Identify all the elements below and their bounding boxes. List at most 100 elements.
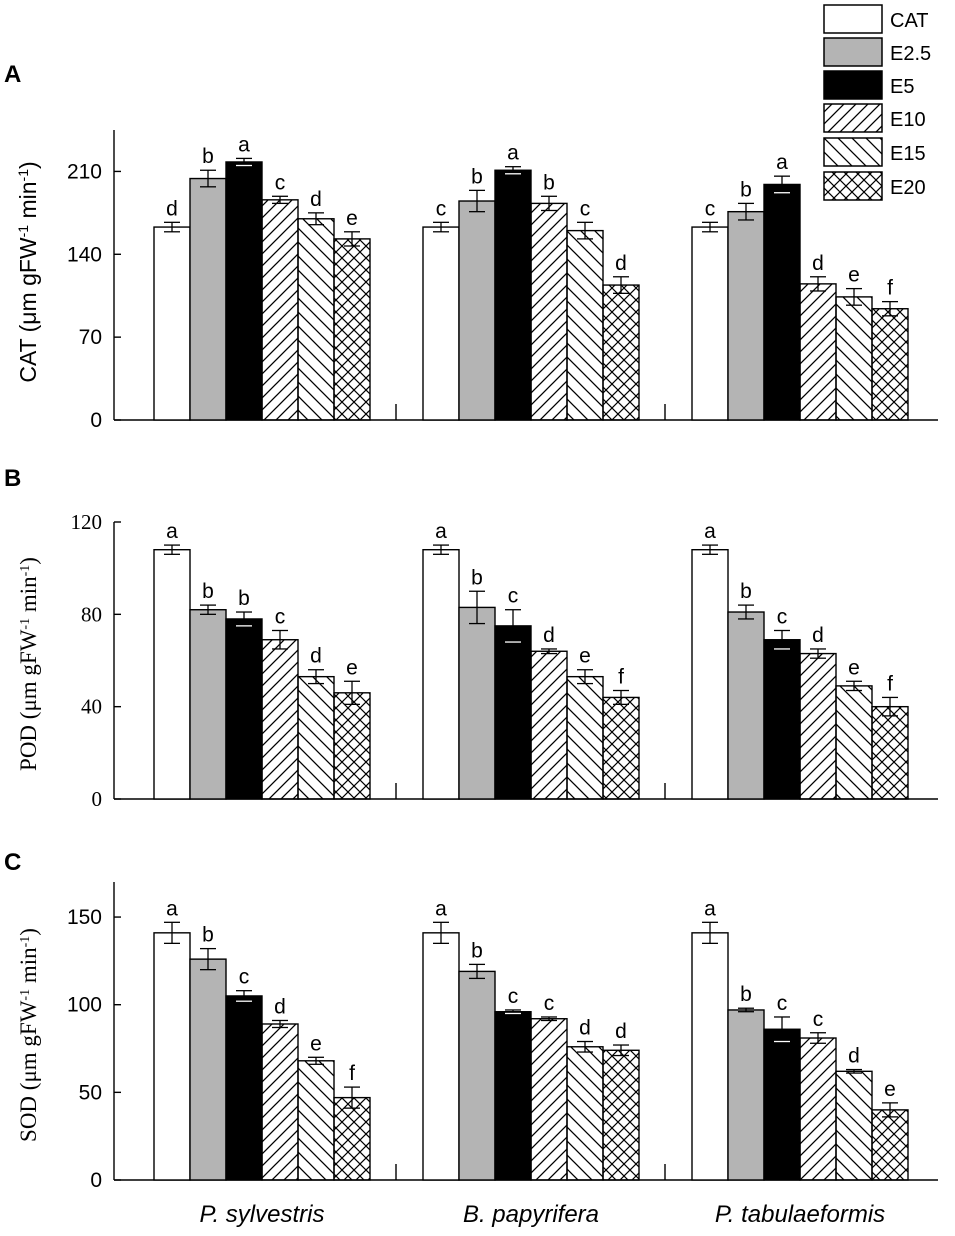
bar-b-p-tabulaeformis-e15 <box>835 685 873 800</box>
sig-letter-a-p-tabulaeformis-e20: f <box>887 277 893 300</box>
y-axis-title-sod: SOD (μm gFW-1 min-1) <box>16 928 41 1142</box>
legend-item-e15: E15 <box>823 137 926 167</box>
y-title-sod-main: SOD (μm gFW <box>16 1000 41 1142</box>
y-tick-label-c-150: 150 <box>67 906 102 929</box>
panel-label-b: B <box>4 465 21 492</box>
sig-letter-b-p-sylvestris-cat: a <box>166 520 178 543</box>
bar-c-b-papyrifera-e20 <box>602 1049 640 1181</box>
sig-letter-c-p-sylvestris-e2-5: b <box>202 924 214 947</box>
sig-letter-c-p-sylvestris-cat: a <box>166 897 178 920</box>
legend-swatch-e20 <box>823 171 883 201</box>
sig-letter-a-p-sylvestris-e15: d <box>310 188 322 211</box>
legend-swatch-e15 <box>823 137 883 167</box>
sig-letter-a-b-papyrifera-e10: b <box>543 171 555 194</box>
bar-c-p-tabulaeformis-e15 <box>835 1070 873 1181</box>
y-title-cat-mid: min <box>15 181 41 224</box>
bar-a-p-sylvestris-e20 <box>333 238 371 421</box>
group-label-p-sylvestris: P. sylvestris <box>200 1201 325 1228</box>
bar-a-b-papyrifera-e15 <box>566 229 604 421</box>
bar-b-p-tabulaeformis-e2-5 <box>727 611 765 800</box>
sig-letter-c-b-papyrifera-e15: d <box>579 1017 591 1040</box>
legend-item-e10: E10 <box>823 103 926 133</box>
y-axis-title-cat: CAT (μm gFW-1 min-1) <box>15 161 41 382</box>
sig-letter-b-p-sylvestris-e5: b <box>238 587 250 610</box>
legend-item-e2-5: E2.5 <box>823 37 931 67</box>
y-title-sod-sup2: -1 <box>18 936 33 948</box>
y-axis-title-pod: POD (μm gFW-1 min-1) <box>16 557 41 771</box>
bar-a-p-sylvestris-e10 <box>261 199 299 421</box>
legend-swatch-e2-5 <box>823 37 883 67</box>
sig-letter-b-b-papyrifera-e20: f <box>618 666 624 689</box>
legend-item-e5: E5 <box>823 70 914 100</box>
sig-letter-b-p-tabulaeformis-e15: e <box>848 656 860 679</box>
y-tick-label-c-50: 50 <box>79 1081 102 1104</box>
sig-letter-b-p-tabulaeformis-cat: a <box>704 520 716 543</box>
bar-c-b-papyrifera-e5 <box>494 1011 532 1181</box>
bar-b-b-papyrifera-e10 <box>530 650 568 800</box>
y-tick-label-c-100: 100 <box>67 994 102 1017</box>
bar-c-p-sylvestris-e2-5 <box>189 958 227 1181</box>
y-tick-label-a-210: 210 <box>67 160 102 183</box>
y-title-pod-sup2: -1 <box>18 565 33 577</box>
bar-a-p-tabulaeformis-e15 <box>835 296 873 421</box>
bar-a-p-tabulaeformis-e10 <box>799 283 837 421</box>
panel-c: 0 50 100 150 a a a b b b c c c d c c e d d f d e <box>67 882 938 1192</box>
sig-letter-c-b-papyrifera-cat: a <box>435 897 447 920</box>
legend: CAT E2.5 E5 E10 E15 E20 <box>823 4 931 201</box>
bar-a-b-papyrifera-e2-5 <box>458 200 496 421</box>
plot-area: 0 70 140 210 d c c b b b a a a c b d d c e e d f 0 40 80 120 a a a b b… <box>67 130 938 1192</box>
bar-c-b-papyrifera-e15 <box>566 1046 604 1181</box>
y-title-pod-sup1: -1 <box>18 618 33 630</box>
bar-a-b-papyrifera-e20 <box>602 284 640 421</box>
y-title-pod-end: ) <box>16 557 41 565</box>
y-tick-label-b-0: 0 <box>92 787 103 811</box>
bar-c-b-papyrifera-e2-5 <box>458 970 496 1181</box>
y-tick-label-a-0: 0 <box>90 409 102 432</box>
sig-letter-c-p-tabulaeformis-e2-5: b <box>740 983 752 1006</box>
sig-letter-b-b-papyrifera-e10: d <box>543 624 555 647</box>
sig-letter-b-b-papyrifera-e15: e <box>579 645 591 668</box>
y-tick-label-b-40: 40 <box>81 695 102 719</box>
sig-letter-c-p-sylvestris-e15: e <box>310 1032 322 1055</box>
bar-c-p-tabulaeformis-e5 <box>763 1028 801 1181</box>
bar-b-p-tabulaeformis-cat <box>691 549 729 800</box>
group-label-p-tabulaeformis: P. tabulaeformis <box>715 1201 885 1228</box>
sig-letter-c-p-sylvestris-e10: d <box>274 995 286 1018</box>
y-title-sod-sup1: -1 <box>18 989 33 1001</box>
bar-b-p-tabulaeformis-e20 <box>871 705 909 800</box>
bar-b-b-papyrifera-cat <box>422 549 460 800</box>
sig-letter-c-p-tabulaeformis-e5: c <box>777 992 788 1015</box>
y-title-cat-sup1: -1 <box>15 225 31 238</box>
group-label-b-papyrifera: B. papyrifera <box>463 1201 599 1228</box>
sig-letter-b-p-sylvestris-e10: c <box>275 605 286 628</box>
sig-letter-a-b-papyrifera-e15: c <box>580 197 591 220</box>
bar-c-b-papyrifera-e10 <box>530 1018 568 1181</box>
y-title-sod-mid: min <box>16 947 41 989</box>
bar-b-b-papyrifera-e20 <box>602 696 640 800</box>
sig-letter-c-b-papyrifera-e5: c <box>508 985 519 1008</box>
sig-letter-a-b-papyrifera-e2-5: b <box>471 165 483 188</box>
y-tick-label-b-120: 120 <box>71 510 103 534</box>
legend-label-e20: E20 <box>890 177 926 199</box>
sig-letter-b-b-papyrifera-cat: a <box>435 520 447 543</box>
legend-swatch-e5 <box>823 70 883 100</box>
sig-letter-a-p-tabulaeformis-e10: d <box>812 252 824 275</box>
sig-letter-c-p-tabulaeformis-e15: d <box>848 1045 860 1068</box>
sig-letter-b-b-papyrifera-e2-5: b <box>471 566 483 589</box>
legend-swatch-e10 <box>823 103 883 133</box>
legend-item-cat: CAT <box>823 4 929 34</box>
bar-b-b-papyrifera-e15 <box>566 675 604 800</box>
sig-letter-a-p-tabulaeformis-cat: c <box>705 197 716 220</box>
bar-a-p-sylvestris-cat <box>153 226 191 421</box>
sig-letter-c-p-tabulaeformis-e10: c <box>813 1008 824 1031</box>
sig-letter-a-p-sylvestris-e10: c <box>275 171 286 194</box>
sig-letter-c-p-sylvestris-e20: f <box>349 1062 355 1085</box>
bar-a-p-tabulaeformis-cat <box>691 226 729 421</box>
bar-b-p-sylvestris-e5 <box>225 618 263 800</box>
legend-item-e20: E20 <box>823 171 926 201</box>
panel-label-a: A <box>4 61 21 88</box>
y-tick-label-a-70: 70 <box>79 326 102 349</box>
legend-label-cat: CAT <box>890 10 929 32</box>
panel-b: 0 40 80 120 a a a b b b b c c c d d d e e e f f <box>71 510 938 811</box>
sig-letter-a-p-sylvestris-e2-5: b <box>202 145 214 168</box>
